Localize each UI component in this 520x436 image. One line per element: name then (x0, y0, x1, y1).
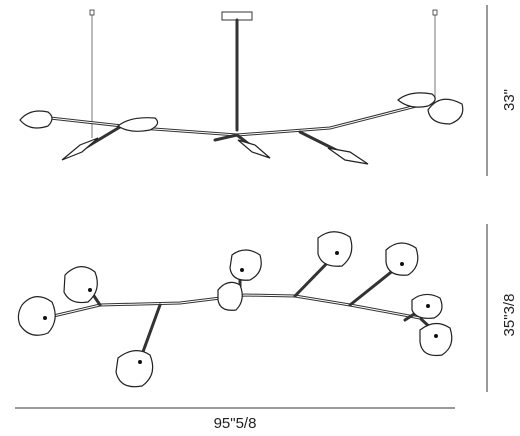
shade (237, 139, 271, 159)
socket (240, 268, 244, 272)
shade (427, 98, 464, 125)
shade (19, 110, 53, 129)
arm (88, 253, 430, 362)
hook (89, 9, 95, 16)
socket (426, 304, 430, 308)
shade (61, 137, 99, 161)
arm (83, 125, 342, 154)
hook (432, 9, 438, 16)
globe (385, 242, 419, 276)
socket (335, 251, 339, 255)
socket (88, 288, 92, 292)
arm (48, 103, 422, 137)
globe (229, 249, 262, 281)
depth-label: 35"3/8 (501, 294, 518, 337)
socket (138, 360, 142, 364)
elevation-view: 33" (19, 5, 518, 176)
globe (217, 281, 243, 311)
globe (63, 266, 98, 304)
globe (17, 296, 56, 336)
shade (116, 117, 159, 132)
globe (317, 231, 353, 267)
width-label: 95"5/8 (214, 415, 257, 432)
sockets (43, 251, 438, 364)
socket (434, 334, 438, 338)
globe (115, 350, 154, 388)
globes (17, 231, 453, 388)
shade (327, 147, 369, 165)
shade (397, 92, 436, 108)
plan-view: 35"3/8 95"5/8 (15, 224, 518, 432)
socket (43, 316, 47, 320)
globe (419, 322, 453, 357)
height-label: 33" (501, 89, 518, 111)
socket (400, 262, 404, 266)
